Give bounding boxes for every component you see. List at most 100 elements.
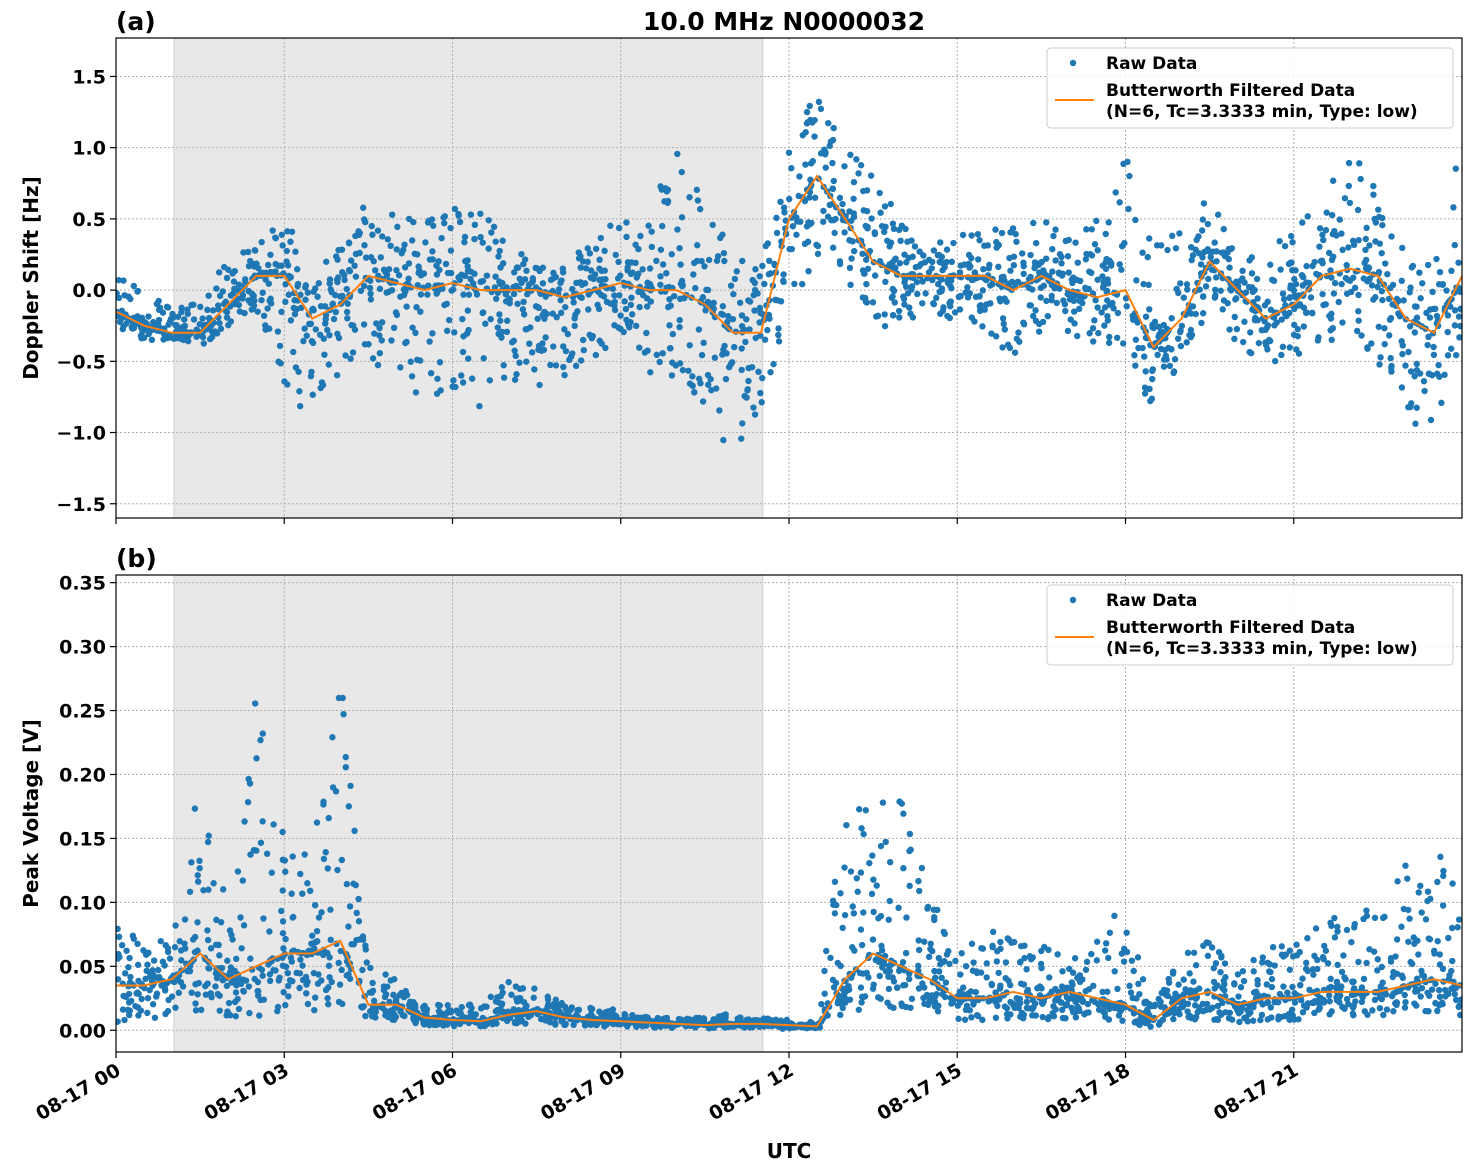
raw-data-point xyxy=(937,239,944,246)
raw-data-point xyxy=(668,251,675,258)
raw-data-point xyxy=(1316,1004,1323,1012)
raw-data-point xyxy=(935,968,943,975)
raw-data-point xyxy=(969,276,977,284)
raw-data-point xyxy=(1124,158,1131,166)
raw-data-point xyxy=(308,368,315,376)
raw-data-point xyxy=(758,399,765,406)
raw-data-point xyxy=(1267,1004,1275,1011)
raw-data-point xyxy=(1052,257,1059,264)
raw-data-point xyxy=(915,877,922,885)
raw-data-point xyxy=(1129,312,1136,320)
raw-data-point xyxy=(397,1007,404,1015)
raw-data-point xyxy=(736,299,744,306)
raw-data-point xyxy=(444,1002,451,1009)
raw-data-point xyxy=(284,982,292,990)
raw-data-point xyxy=(898,800,906,807)
raw-data-point xyxy=(1228,1016,1236,1023)
raw-data-point xyxy=(342,763,350,771)
raw-data-point xyxy=(862,256,870,263)
raw-data-point xyxy=(438,234,445,242)
raw-data-point xyxy=(1323,209,1330,216)
raw-data-point xyxy=(569,350,576,357)
raw-data-point xyxy=(1132,336,1140,343)
raw-data-point xyxy=(351,326,359,333)
raw-data-point xyxy=(1328,922,1335,930)
raw-data-point xyxy=(524,291,531,298)
raw-data-point xyxy=(934,1008,942,1015)
raw-data-point xyxy=(1237,1008,1244,1015)
raw-data-point xyxy=(317,302,325,310)
raw-data-point xyxy=(1418,909,1425,916)
raw-data-point xyxy=(353,936,360,944)
raw-data-point xyxy=(591,271,599,278)
raw-data-point xyxy=(394,223,401,231)
raw-data-point xyxy=(134,313,141,320)
raw-data-point xyxy=(1090,982,1097,990)
raw-data-point xyxy=(151,1014,159,1021)
raw-data-point xyxy=(1065,269,1072,276)
raw-data-point xyxy=(913,278,921,286)
raw-data-point xyxy=(890,1004,897,1012)
raw-data-point xyxy=(1112,189,1119,196)
raw-data-point xyxy=(246,1009,253,1017)
raw-data-point xyxy=(970,959,977,966)
raw-data-point xyxy=(552,273,560,281)
raw-data-point xyxy=(1204,220,1212,228)
raw-data-point xyxy=(1412,420,1419,427)
raw-data-point xyxy=(571,322,578,330)
raw-data-point xyxy=(992,226,999,233)
raw-data-point xyxy=(266,928,273,935)
raw-data-point xyxy=(1411,1000,1418,1007)
y-tick-label: 1.0 xyxy=(72,138,106,160)
raw-data-point xyxy=(410,1016,417,1023)
raw-data-point xyxy=(1393,936,1401,943)
raw-data-point xyxy=(499,237,506,244)
raw-data-point xyxy=(332,788,340,795)
raw-data-point xyxy=(746,326,753,333)
raw-data-point xyxy=(179,333,186,341)
raw-data-point xyxy=(1331,914,1338,922)
raw-data-point xyxy=(705,381,712,388)
raw-data-point xyxy=(231,998,239,1006)
raw-data-point xyxy=(850,213,858,221)
raw-data-point xyxy=(209,307,217,314)
raw-data-point xyxy=(414,356,421,364)
raw-data-point xyxy=(797,218,804,225)
raw-data-point xyxy=(615,324,622,331)
raw-data-point xyxy=(960,984,967,991)
raw-data-point xyxy=(280,988,287,996)
raw-data-point xyxy=(985,998,992,1005)
raw-data-point xyxy=(988,330,995,337)
raw-data-point xyxy=(850,195,857,202)
raw-data-point xyxy=(881,203,889,210)
raw-data-point xyxy=(447,224,454,232)
raw-data-point xyxy=(992,333,1000,340)
raw-data-point xyxy=(372,1008,379,1016)
raw-data-point xyxy=(793,231,800,238)
raw-data-point xyxy=(492,295,500,302)
raw-data-point xyxy=(739,257,746,265)
raw-data-point xyxy=(297,304,305,312)
raw-data-point xyxy=(401,241,408,248)
raw-data-point xyxy=(937,961,944,968)
raw-data-point xyxy=(116,925,121,933)
raw-data-point xyxy=(1184,286,1191,293)
raw-data-point xyxy=(1089,325,1097,332)
raw-data-point xyxy=(326,331,333,339)
raw-data-point xyxy=(1308,309,1316,317)
raw-data-point xyxy=(1010,1001,1017,1009)
raw-data-point xyxy=(376,324,383,332)
raw-data-point xyxy=(194,872,201,879)
raw-data-point xyxy=(216,952,223,959)
raw-data-point xyxy=(500,374,508,381)
raw-data-point xyxy=(611,302,618,309)
raw-data-point xyxy=(659,350,666,357)
raw-data-point xyxy=(1447,345,1455,352)
raw-data-point xyxy=(947,277,955,284)
raw-data-point xyxy=(1286,1016,1293,1023)
raw-data-point xyxy=(1180,976,1187,983)
raw-data-point xyxy=(941,993,949,1001)
raw-data-point xyxy=(825,119,832,127)
raw-data-point xyxy=(1120,340,1127,347)
raw-data-point xyxy=(1187,326,1195,334)
